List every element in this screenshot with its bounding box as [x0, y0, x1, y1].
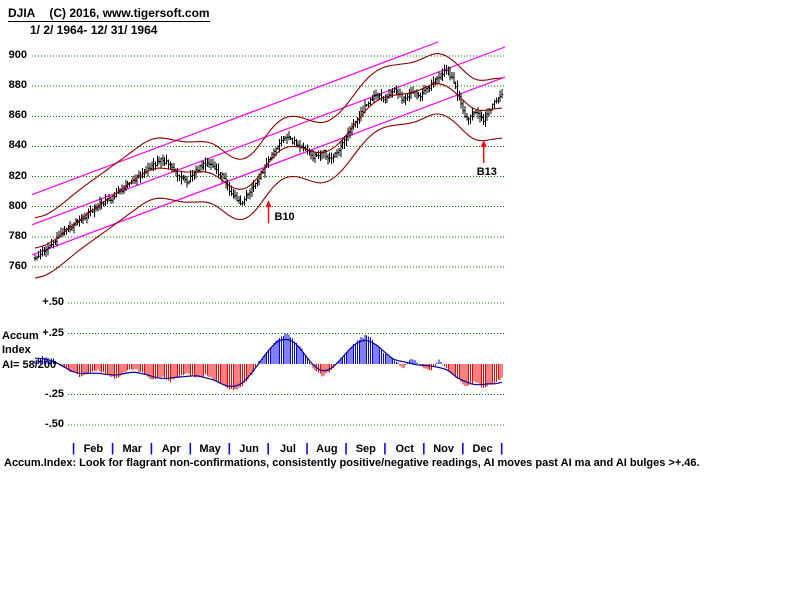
symbol-label: DJIA [8, 6, 36, 20]
copyright-label: (C) 2016, www.tigersoft.com [49, 6, 210, 20]
index-label: Index [2, 344, 31, 356]
chart-header: DJIA (C) 2016, www.tigersoft.com [8, 6, 210, 22]
ai-reading-label: AI= 58/200 [2, 359, 57, 371]
ai-histogram-negative [60, 364, 503, 391]
signal-arrow-head [265, 200, 272, 208]
signal-arrow-head [480, 139, 487, 147]
footer-note: Accum.Index: Look for flagrant non-confi… [4, 457, 700, 469]
ai-ma-line [34, 338, 503, 388]
accum-label: Accum [2, 330, 39, 342]
buy-signal-b10-label: B10 [274, 211, 295, 224]
lower-band [34, 113, 503, 279]
buy-signal-b13-label: B13 [476, 165, 497, 178]
trend-channel-line [31, 46, 506, 226]
date-range-label: 1/ 2/ 1964- 12/ 31/ 1964 [30, 23, 158, 37]
price-ma-line [34, 83, 503, 249]
upper-band [34, 53, 503, 219]
ai-histogram-positive [34, 333, 442, 364]
trend-channel-line [31, 41, 439, 196]
